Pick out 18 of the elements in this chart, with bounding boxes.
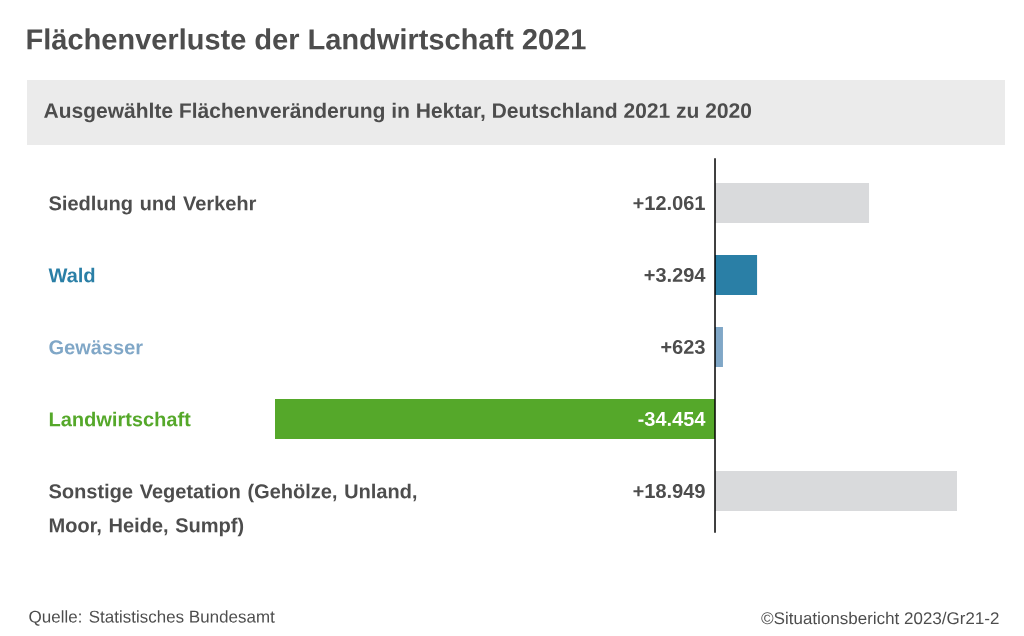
data-label: +3.294 [644,267,706,283]
y-tick-label: Siedlung und Verkehr [49,195,257,215]
bar [715,254,758,295]
source-note: Quelle: Statistisches Bundesamt [29,610,275,626]
y-tick-label: Gewässer [49,340,143,355]
data-label: +18.949 [633,483,705,499]
data-label: +623 [661,339,705,355]
data-label: -34.454 [638,411,706,427]
bar [275,398,716,439]
text: ©Situationsbericht 2023/Gr21-2 [761,611,999,625]
chart-title: Flächenverluste der Landwirtschaft 2021 [27,28,586,50]
chart-subtitle: Ausgewählte Flächenveränderung in Hektar, Deutschland 2021 zu 2020 [44,102,752,123]
y-tick-label: Landwirtschaft [49,411,191,427]
bar [715,470,957,511]
data-label: +12.061 [633,195,705,211]
bar [715,183,870,223]
y-tick-label: Sonstige Vegetation (Gehölze, Unland, Moor, Heide, Sumpf) [49,483,417,537]
y-tick-label: Wald [48,267,95,283]
